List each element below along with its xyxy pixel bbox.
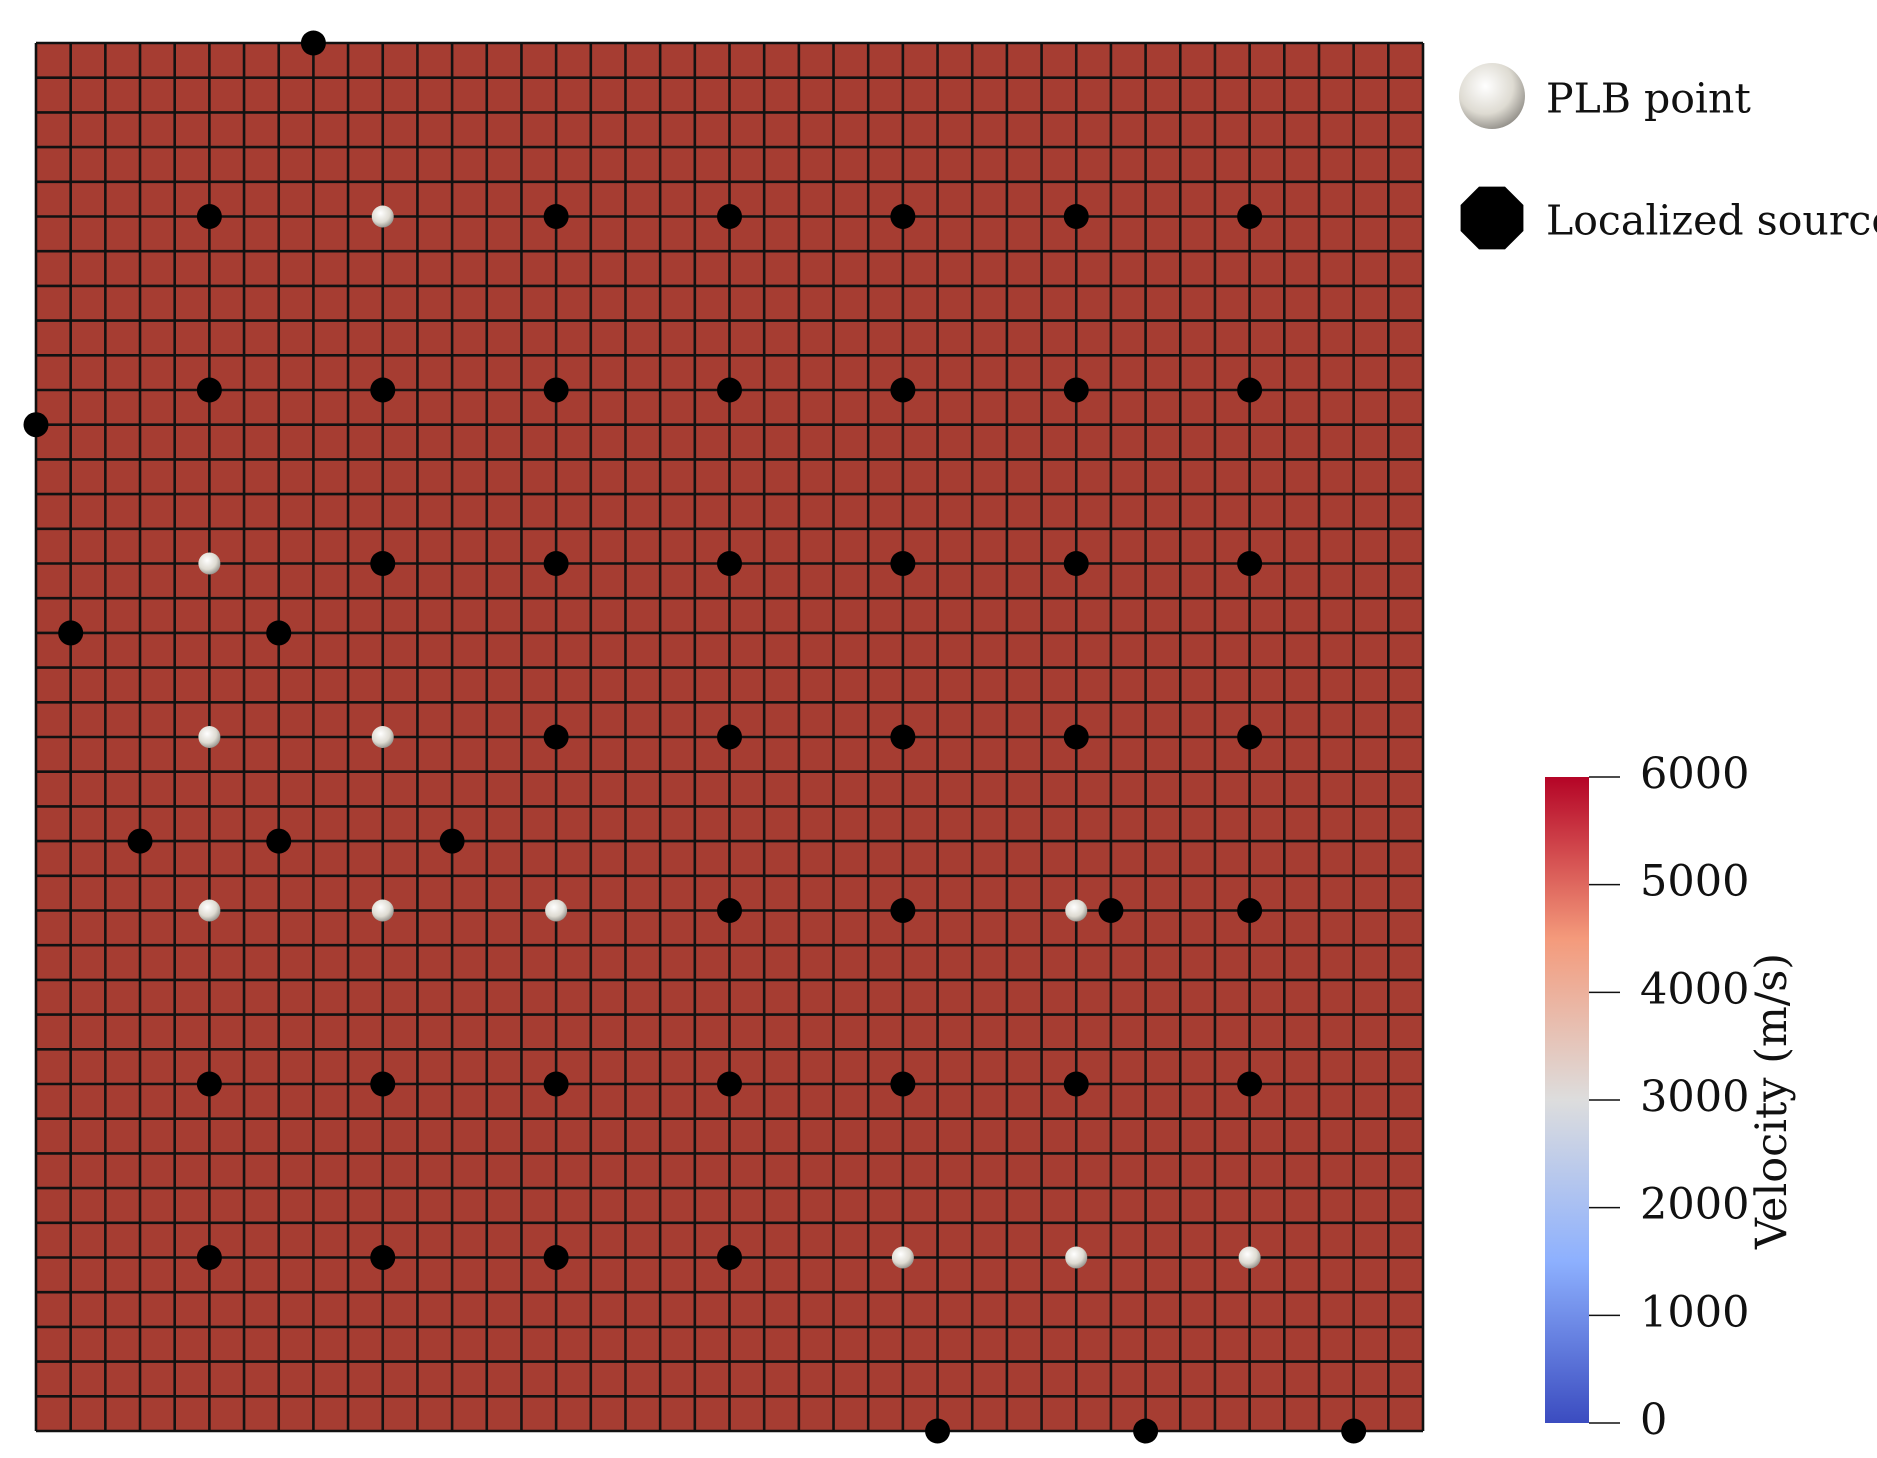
localized-source <box>1063 204 1089 229</box>
localized-source <box>717 724 742 750</box>
localized-source <box>1237 1071 1263 1097</box>
legend-label: PLB point <box>1546 75 1751 123</box>
localized-source <box>890 724 916 750</box>
localized-source <box>266 828 292 854</box>
plb-point <box>891 1246 914 1269</box>
localized-source <box>890 377 916 403</box>
localized-source <box>1341 1418 1367 1444</box>
localized-source <box>925 1418 951 1444</box>
localized-source <box>717 377 742 403</box>
localized-source <box>23 412 49 438</box>
localized-source <box>1237 724 1263 750</box>
localized-source <box>543 204 569 229</box>
localized-source <box>543 724 569 750</box>
localized-source <box>717 204 742 229</box>
localized-source <box>439 828 465 854</box>
localized-source <box>717 1071 742 1097</box>
colorbar-tick-label: 1000 <box>1640 1287 1749 1337</box>
localized-source <box>370 1071 396 1097</box>
localized-source <box>717 898 742 923</box>
legend-label: Localized source <box>1546 197 1877 245</box>
localized-source <box>196 1245 222 1270</box>
plb-point <box>1065 1246 1088 1269</box>
colorbar-tick-label: 4000 <box>1640 964 1749 1014</box>
colorbar-tick-label: 2000 <box>1640 1180 1749 1230</box>
localized-source <box>543 377 569 403</box>
localized-source <box>196 1071 222 1097</box>
legend-icon <box>1460 186 1524 250</box>
localized-source <box>890 898 916 923</box>
colorbar-tick-label: 3000 <box>1640 1072 1749 1122</box>
localized-source <box>370 551 396 576</box>
localized-source <box>1237 204 1263 229</box>
localized-source <box>1098 898 1124 923</box>
localized-source <box>890 1071 916 1097</box>
localized-source <box>890 551 916 576</box>
colorbar <box>1545 777 1589 1423</box>
localized-source <box>1063 377 1089 403</box>
colorbar-tick-label: 5000 <box>1640 857 1749 907</box>
localized-source <box>543 551 569 576</box>
localized-source <box>127 828 153 854</box>
plb-point <box>1238 1246 1261 1269</box>
plb-point <box>371 726 394 748</box>
localized-source <box>1063 1071 1089 1097</box>
localized-source <box>196 204 222 229</box>
plb-point <box>198 899 221 922</box>
localized-source <box>1133 1418 1159 1444</box>
localized-source <box>717 551 742 576</box>
colorbar-tick-label: 6000 <box>1640 749 1749 799</box>
localized-source <box>1063 724 1089 750</box>
colorbar-title: Velocity (m/s) <box>1747 953 1797 1250</box>
localized-source <box>543 1071 569 1097</box>
plb-point <box>545 899 568 922</box>
localized-source <box>1063 551 1089 576</box>
plb-point <box>371 899 394 922</box>
localized-source <box>196 377 222 403</box>
localized-source <box>58 620 84 646</box>
localized-source <box>300 30 326 56</box>
localized-source <box>543 1245 569 1270</box>
localized-source <box>1237 898 1263 923</box>
localized-source <box>1237 377 1263 403</box>
localized-source <box>717 1245 742 1270</box>
legend-icon <box>1459 63 1525 129</box>
localized-source <box>266 620 292 646</box>
plb-point <box>371 205 394 228</box>
plb-point <box>198 552 221 575</box>
localized-source <box>890 204 916 229</box>
localized-source <box>370 1245 396 1270</box>
plb-point <box>198 726 221 748</box>
localized-source <box>1237 551 1263 576</box>
colorbar-tick-label: 0 <box>1640 1395 1667 1445</box>
plb-point <box>1065 899 1088 922</box>
localized-source <box>370 377 396 403</box>
